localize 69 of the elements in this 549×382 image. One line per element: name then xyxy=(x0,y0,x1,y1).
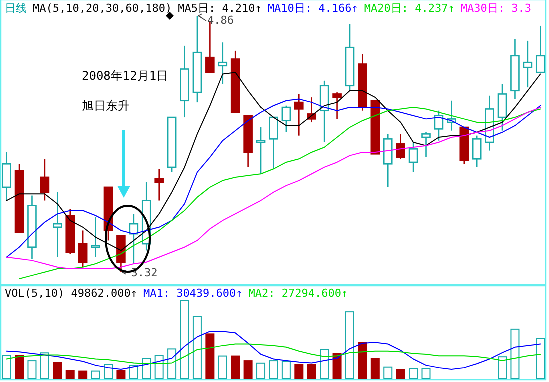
bar xyxy=(78,370,88,379)
bar xyxy=(396,369,406,379)
candlestick xyxy=(218,42,228,85)
bar xyxy=(332,353,342,379)
annotation: 3.32 xyxy=(131,266,158,280)
bar xyxy=(180,300,190,379)
bar xyxy=(142,358,152,379)
bar xyxy=(28,360,37,379)
bar xyxy=(66,370,75,379)
candlestick xyxy=(40,158,50,202)
legend-label: MA5日: 4.210↑ xyxy=(178,2,262,15)
bar xyxy=(307,364,316,379)
text: MA20日: 4.237↑ xyxy=(364,2,455,15)
bar xyxy=(244,360,253,379)
chart-subtitle: MA(5,10,20,30,60,180) xyxy=(33,2,172,15)
bar xyxy=(294,364,304,379)
chart-title: 日线 xyxy=(5,2,27,15)
bar xyxy=(15,355,24,379)
text: MA30日: 3.3 xyxy=(460,2,532,15)
bar xyxy=(536,338,546,379)
bar xyxy=(192,316,202,379)
bar xyxy=(345,312,354,379)
candlestick xyxy=(53,192,62,258)
bar xyxy=(218,356,228,379)
candlestick xyxy=(498,84,508,132)
bar xyxy=(53,362,62,379)
candlestick xyxy=(523,40,533,88)
candlestick xyxy=(256,126,266,175)
bar xyxy=(154,355,164,379)
bar xyxy=(2,355,12,379)
bar xyxy=(282,361,291,379)
text: MA10日: 4.166↑ xyxy=(268,2,358,15)
bar xyxy=(104,364,113,379)
candlestick xyxy=(332,92,342,120)
bar xyxy=(320,349,330,379)
bar xyxy=(206,334,215,379)
bar xyxy=(116,370,126,379)
bar xyxy=(231,356,240,379)
bar xyxy=(91,370,100,379)
annotation: 2008年12月1日 xyxy=(82,69,169,83)
bar xyxy=(370,358,380,379)
bar xyxy=(256,362,266,379)
candlestick xyxy=(269,116,278,170)
bar xyxy=(384,366,393,379)
candlestick xyxy=(282,105,292,134)
bar xyxy=(269,360,278,379)
candlestick xyxy=(434,110,444,142)
chart-title: VOL(5,10) 49862.000↑ xyxy=(5,287,138,300)
candlestick xyxy=(396,134,406,160)
candlestick xyxy=(78,230,88,268)
candlestick xyxy=(422,132,431,158)
bar xyxy=(168,348,177,379)
candlestick xyxy=(294,94,304,136)
candlestick xyxy=(154,168,164,202)
annotation: 4.86 xyxy=(207,14,234,27)
bar xyxy=(409,368,418,379)
candlestick xyxy=(91,216,100,258)
candlestick xyxy=(2,152,12,202)
candlestick xyxy=(472,135,482,168)
candlestick xyxy=(408,142,418,174)
text: MA1: 30439.600↑ xyxy=(143,287,243,300)
bar xyxy=(40,352,50,379)
bar xyxy=(358,342,368,379)
bar xyxy=(422,368,431,379)
text: MA2: 27294.600↑ xyxy=(248,287,348,300)
annotation: 旭日东升 xyxy=(82,99,130,113)
bar xyxy=(510,328,520,379)
candlestick xyxy=(536,25,546,74)
bar xyxy=(498,356,508,379)
